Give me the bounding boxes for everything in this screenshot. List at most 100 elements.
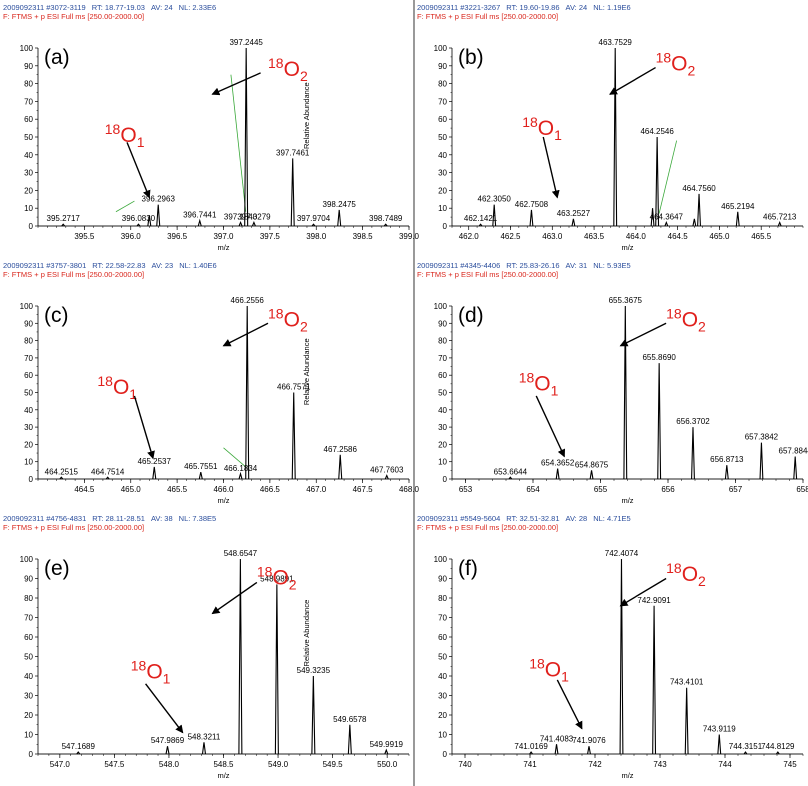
scan-header: 2009092311 #3221-3267 RT: 19.60-19.86 AV: … [417, 3, 631, 12]
isotope-o2-label-superscript: 18 [268, 306, 284, 322]
peak-label: 742.9091 [637, 596, 671, 605]
panel-label: (a) [44, 46, 70, 69]
y-tick-label: 30 [24, 423, 33, 432]
y-tick-label: 10 [438, 731, 447, 740]
y-tick-label: 0 [443, 750, 448, 759]
y-tick-label: 60 [24, 115, 33, 124]
isotope-o2-label: 18O2 [268, 55, 308, 84]
isotope-o2-label-element: O [671, 53, 687, 76]
x-tick-label: 465.5 [751, 232, 772, 241]
isotope-o1-label-subscript: 1 [137, 134, 145, 150]
peak-label: 657.3842 [745, 433, 779, 442]
x-tick-label: 550.0 [377, 760, 398, 769]
peak [692, 218, 697, 227]
peak [589, 470, 594, 480]
peak [238, 221, 243, 227]
peak [251, 221, 256, 227]
x-tick-label: 464.5 [668, 232, 689, 241]
peak-label: 743.9119 [703, 725, 736, 734]
isotope-o1-label-element: O [534, 373, 550, 396]
peak-label: 464.3647 [650, 212, 684, 221]
x-tick-label: 547.0 [50, 760, 71, 769]
peak-label: 465.2194 [721, 202, 755, 211]
peak-label: 466.2556 [231, 296, 265, 305]
isotope-o2-label-element: O [682, 309, 698, 332]
isotope-o1-label-subscript: 1 [163, 670, 171, 686]
x-tick-label: 465.5 [167, 485, 188, 494]
peak [156, 204, 161, 227]
y-axis-label: Relative Abundance [302, 82, 311, 149]
isotope-o2-label-element: O [284, 58, 300, 81]
x-tick-label: 462.0 [459, 232, 480, 241]
scan-filter: F: FTMS + p ESI Full ms [250.00-2000.00] [417, 270, 558, 279]
peak-label: 397.9704 [297, 214, 331, 223]
x-tick-label: 549.0 [268, 760, 289, 769]
y-tick-label: 70 [24, 614, 33, 623]
panel-label: (e) [44, 557, 70, 580]
y-tick-label: 10 [438, 204, 447, 213]
panel-label: (d) [458, 304, 484, 327]
peak [384, 748, 389, 755]
x-tick-label: 462.5 [500, 232, 521, 241]
x-tick-label: 740 [458, 760, 472, 769]
peak-label: 396.0830 [122, 214, 156, 223]
x-tick-label: 743 [653, 760, 667, 769]
x-tick-label: 466.0 [213, 485, 234, 494]
peak [245, 305, 250, 480]
peak [383, 223, 388, 227]
panel-label: (b) [458, 46, 484, 69]
peak-label: 744.3151 [729, 742, 763, 751]
peak [655, 136, 660, 227]
isotope-o2-label-subscript: 2 [698, 319, 706, 335]
scan-id: 2009092311 #5549-5604 [417, 514, 500, 523]
peak [290, 158, 295, 227]
isotope-o1-label: 18O1 [131, 657, 171, 686]
y-tick-label: 70 [438, 97, 447, 106]
x-tick-label: 656 [661, 485, 675, 494]
peak [684, 687, 689, 755]
y-tick-label: 10 [24, 204, 33, 213]
peak-label: 398.2475 [323, 200, 357, 209]
averaged-scans: AV: 28 [566, 514, 588, 523]
peak-label: 654.3652 [541, 459, 575, 468]
peak-label: 741.4083 [540, 734, 574, 743]
peak [775, 751, 780, 755]
y-tick-label: 50 [24, 133, 33, 142]
isotope-o1-label-element: O [538, 117, 554, 140]
peak [347, 724, 352, 755]
y-tick-label: 100 [434, 44, 448, 53]
x-tick-label: 399.0 [399, 232, 420, 241]
peak [735, 211, 740, 227]
peak-label: 656.8713 [710, 455, 744, 464]
peak-label: 465.7213 [763, 212, 797, 221]
peak-label: 463.2527 [557, 209, 591, 218]
y-tick-label: 90 [24, 319, 33, 328]
y-tick-label: 10 [24, 458, 33, 467]
o2-arrow [222, 322, 269, 347]
o2-arrow [211, 581, 258, 615]
isotope-o1-label-superscript: 18 [97, 373, 113, 389]
x-tick-label: 744 [718, 760, 732, 769]
peak [311, 675, 316, 755]
y-tick-label: 20 [24, 186, 33, 195]
scan-filter: F: FTMS + p ESI Full ms [250.00-2000.00] [3, 12, 144, 21]
scan-filter: F: FTMS + p ESI Full ms [250.00-2000.00] [3, 270, 144, 279]
peak [571, 218, 576, 227]
y-tick-label: 30 [24, 169, 33, 178]
peak-label: 462.7508 [515, 200, 549, 209]
spectrum-panel: 2009092311 #5549-5604 RT: 32.51-32.81 AV: … [417, 514, 804, 780]
isotope-o2-label-element: O [682, 563, 698, 586]
scan-header: 2009092311 #3072-3119 RT: 18.77-19.03 AV: … [3, 3, 216, 12]
panel-label: (c) [44, 304, 69, 327]
peak [291, 392, 296, 480]
scan-id: 2009092311 #3072-3119 [3, 3, 86, 12]
y-tick-label: 60 [24, 371, 33, 380]
normalization-level: NL: 1.19E6 [593, 3, 631, 12]
y-tick-label: 50 [24, 653, 33, 662]
peak-label: 549.6578 [333, 715, 367, 724]
retention-time: RT: 19.60-19.86 [506, 3, 559, 12]
x-tick-label: 463.5 [584, 232, 605, 241]
scan-header: 2009092311 #4345-4406 RT: 25.83-26.16 AV: … [417, 261, 631, 270]
y-tick-label: 80 [438, 80, 447, 89]
isotope-o2-label: 18O2 [257, 564, 297, 593]
